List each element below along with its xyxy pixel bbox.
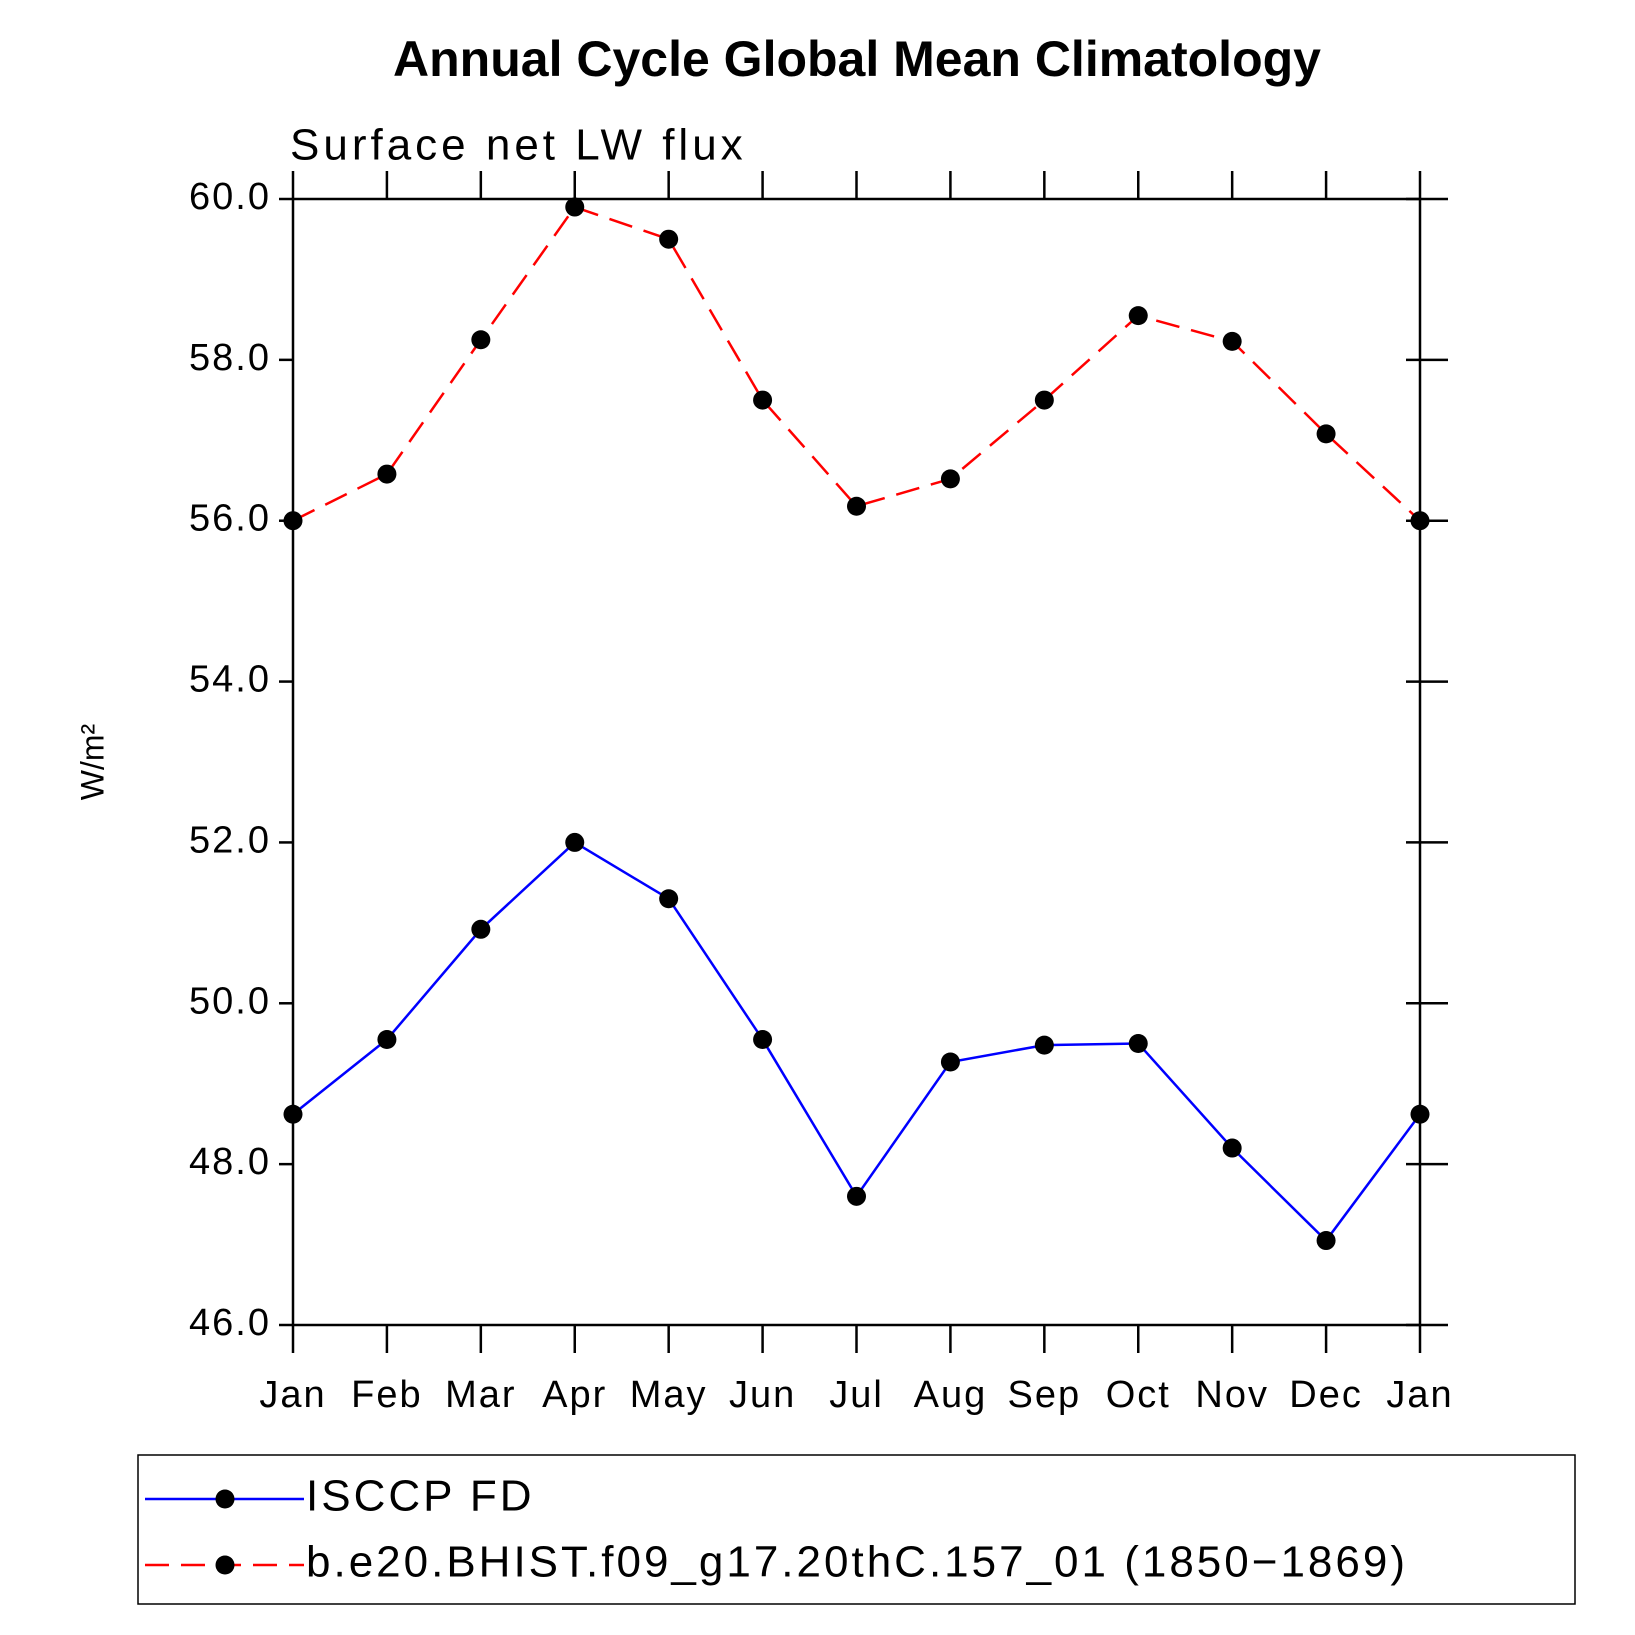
y-tick-label: 58.0 [189, 337, 271, 379]
x-tick-label: Jul [829, 1374, 884, 1416]
data-point [1128, 306, 1148, 326]
y-axis-label: W/m² [74, 723, 110, 800]
data-point [1316, 424, 1336, 444]
x-tick-label: Oct [1106, 1374, 1171, 1416]
data-point [1410, 511, 1430, 531]
series-line [292, 840, 1422, 1243]
x-tick-label: May [630, 1374, 708, 1416]
data-point [847, 1186, 866, 1206]
data-point [940, 1052, 960, 1072]
legend-label: ISCCP FD [306, 1472, 535, 1521]
chart-title: Annual Cycle Global Mean Climatology [393, 31, 1321, 87]
legend-box [137, 1454, 1576, 1605]
x-tick-label: Jan [1386, 1374, 1453, 1416]
data-point [753, 1029, 773, 1049]
x-tick-label: Dec [1289, 1374, 1363, 1416]
data-point [565, 832, 585, 852]
y-tick-label: 56.0 [189, 498, 271, 540]
chart-subtitle: Surface net LW flux [290, 121, 747, 170]
y-tick-label: 48.0 [189, 1141, 271, 1183]
x-tick-label: Jan [259, 1374, 326, 1416]
x-tick-label: Feb [351, 1374, 422, 1416]
data-point [471, 919, 491, 939]
series-line [292, 205, 1421, 522]
data-point [659, 229, 679, 249]
data-point [659, 889, 679, 909]
data-point [753, 390, 773, 410]
data-point [1034, 1035, 1054, 1055]
y-tick-label: 52.0 [189, 819, 271, 861]
x-tick-label: Mar [445, 1374, 516, 1416]
data-point [1128, 1034, 1148, 1053]
x-tick-label: Apr [542, 1374, 607, 1416]
data-point [1410, 1104, 1430, 1124]
y-tick-label: 54.0 [189, 659, 271, 701]
legend-label: b.e20.BHIST.f09_g17.20thC.157_01 (1850−1… [306, 1538, 1408, 1587]
data-point [1222, 1138, 1242, 1158]
x-tick-label: Sep [1008, 1374, 1082, 1416]
data-point [377, 1029, 397, 1049]
y-tick-label: 46.0 [189, 1302, 271, 1344]
data-point [565, 197, 585, 217]
x-tick-label: Jun [729, 1374, 796, 1416]
data-point [283, 1104, 303, 1124]
x-tick-label: Aug [914, 1374, 988, 1416]
legend-marker [215, 1489, 235, 1509]
data-point [1316, 1231, 1336, 1251]
data-point [471, 330, 491, 350]
data-point [377, 464, 397, 484]
data-point [1222, 331, 1242, 351]
x-tick-label: Nov [1195, 1374, 1269, 1416]
y-tick-label: 60.0 [189, 176, 271, 218]
data-point [283, 511, 303, 531]
data-point [1034, 390, 1054, 410]
legend-marker [215, 1555, 235, 1575]
data-point [847, 496, 866, 516]
data-point [940, 469, 960, 489]
y-tick-label: 50.0 [189, 980, 271, 1022]
